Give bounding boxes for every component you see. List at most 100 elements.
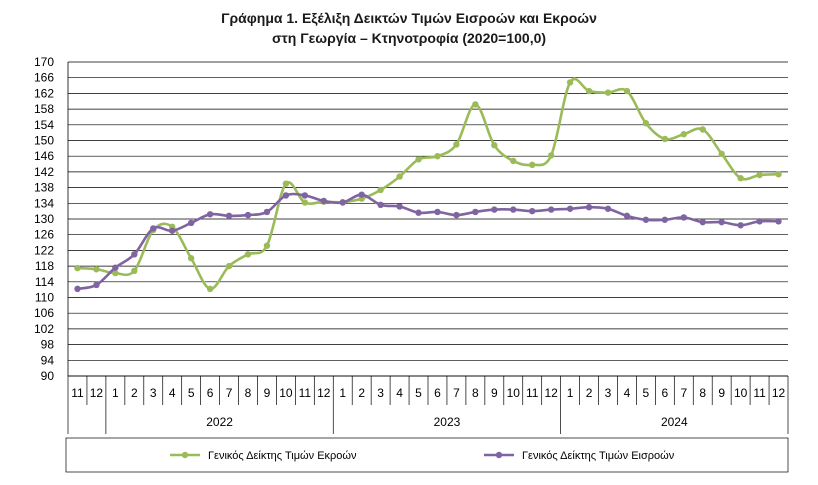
month-tick-label: 4 xyxy=(396,386,403,400)
y-axis-tick-labels: 9094981021061101141181221261301341381421… xyxy=(34,55,54,383)
data-point xyxy=(510,206,517,213)
data-point xyxy=(225,262,233,270)
month-tick-label: 4 xyxy=(624,386,631,400)
data-point xyxy=(93,266,100,273)
month-tick-label: 9 xyxy=(264,386,271,400)
data-point xyxy=(547,152,555,159)
data-point xyxy=(263,242,271,249)
year-label: 2022 xyxy=(206,415,233,429)
month-tick-label: 8 xyxy=(245,386,252,400)
data-point xyxy=(604,89,612,96)
data-point xyxy=(529,207,536,215)
month-tick-label: 3 xyxy=(150,386,157,400)
data-point xyxy=(585,204,593,211)
legend-label: Γενικός Δείκτης Τιμών Εισροών xyxy=(522,450,675,462)
data-point xyxy=(680,214,687,221)
data-point xyxy=(718,218,725,226)
y-tick-label: 146 xyxy=(34,149,54,163)
data-point xyxy=(472,208,479,216)
data-point xyxy=(358,191,365,198)
month-tick-label: 2 xyxy=(586,386,593,400)
data-point xyxy=(434,208,441,216)
data-point xyxy=(93,281,100,289)
data-point xyxy=(301,192,309,199)
month-tick-label: 1 xyxy=(112,386,119,400)
data-point xyxy=(737,174,744,182)
month-tick-label: 12 xyxy=(90,386,104,400)
data-point xyxy=(585,87,593,95)
data-point xyxy=(415,209,422,216)
series-1 xyxy=(74,77,782,293)
month-tick-label: 9 xyxy=(491,386,498,400)
data-point xyxy=(699,218,706,226)
data-point xyxy=(756,171,763,179)
data-point xyxy=(206,285,214,293)
month-tick-label: 12 xyxy=(317,386,331,400)
data-point xyxy=(642,120,650,127)
month-tick-label: 1 xyxy=(567,386,574,400)
data-point xyxy=(661,135,669,143)
y-tick-label: 138 xyxy=(34,181,54,195)
x-axis: 11 12 1 2 3 4 5 6 7 8 9 10 11 12 1 2 3 4 5 6 7 8 9 10 11 12 1 2 3 4 5 6… xyxy=(67,375,789,434)
data-point xyxy=(244,251,252,258)
data-point xyxy=(320,197,327,205)
y-tick-label: 154 xyxy=(34,118,54,132)
data-point xyxy=(150,225,157,232)
y-tick-label: 162 xyxy=(34,86,54,100)
y-tick-label: 170 xyxy=(34,55,54,69)
y-tick-label: 110 xyxy=(35,291,54,305)
data-point xyxy=(699,126,706,133)
legend: Γενικός Δείκτης Τιμών Εκροών Γενικός Δείκ… xyxy=(65,437,789,473)
data-point xyxy=(680,131,687,138)
year-label: 2024 xyxy=(661,415,688,429)
y-tick-label: 102 xyxy=(34,322,54,336)
y-tick-label: 130 xyxy=(34,212,54,226)
month-tick-label: 5 xyxy=(188,386,195,400)
month-tick-label: 3 xyxy=(605,386,612,400)
data-point xyxy=(282,192,290,199)
month-tick-label: 8 xyxy=(472,386,479,400)
month-tick-label: 11 xyxy=(71,386,84,400)
legend-label: Γενικός Δείκτης Τιμών Εκροών xyxy=(208,450,357,462)
month-tick-label: 9 xyxy=(718,386,725,400)
y-tick-label: 126 xyxy=(34,228,54,242)
month-tick-label: 8 xyxy=(699,386,706,400)
chart-title: Γράφημα 1. Εξέλιξη Δεικτών Τιμών Εισροών… xyxy=(0,8,818,48)
data-point xyxy=(131,251,138,258)
data-point xyxy=(623,87,631,95)
y-tick-label: 90 xyxy=(41,369,55,383)
month-tick-label: 10 xyxy=(279,386,293,400)
month-tick-label: 11 xyxy=(753,386,766,400)
y-tick-label: 150 xyxy=(34,134,54,148)
month-tick-label: 12 xyxy=(772,386,786,400)
month-tick-label: 11 xyxy=(299,386,312,400)
data-point xyxy=(491,206,498,213)
month-tick-label: 5 xyxy=(643,386,650,400)
month-tick-label: 6 xyxy=(207,386,214,400)
y-tick-label: 114 xyxy=(35,275,54,289)
series-line xyxy=(77,77,779,291)
month-tick-label: 10 xyxy=(734,386,748,400)
y-tick-label: 142 xyxy=(34,165,54,179)
month-tick-label: 2 xyxy=(131,386,138,400)
y-tick-label: 134 xyxy=(34,196,54,210)
data-point xyxy=(604,205,612,212)
data-point xyxy=(74,264,81,272)
chart-title-line-1: Γράφημα 1. Εξέλιξη Δεικτών Τιμών Εισροών… xyxy=(221,10,597,26)
data-point xyxy=(187,219,195,227)
month-tick-label: 4 xyxy=(169,386,176,400)
month-tick-label: 12 xyxy=(544,386,558,400)
data-point xyxy=(263,208,271,216)
data-point xyxy=(491,142,498,149)
data-point xyxy=(187,255,195,262)
chart-title-line-2: στη Γεωργία – Κτηνοτροφία (2020=100,0) xyxy=(271,30,547,46)
data-point xyxy=(377,186,384,194)
data-point xyxy=(112,264,119,271)
month-tick-label: 7 xyxy=(680,386,687,400)
month-tick-label: 7 xyxy=(453,386,460,400)
data-point xyxy=(244,211,252,219)
data-point xyxy=(510,157,517,165)
month-tick-label: 5 xyxy=(415,386,422,400)
data-point xyxy=(339,199,346,206)
